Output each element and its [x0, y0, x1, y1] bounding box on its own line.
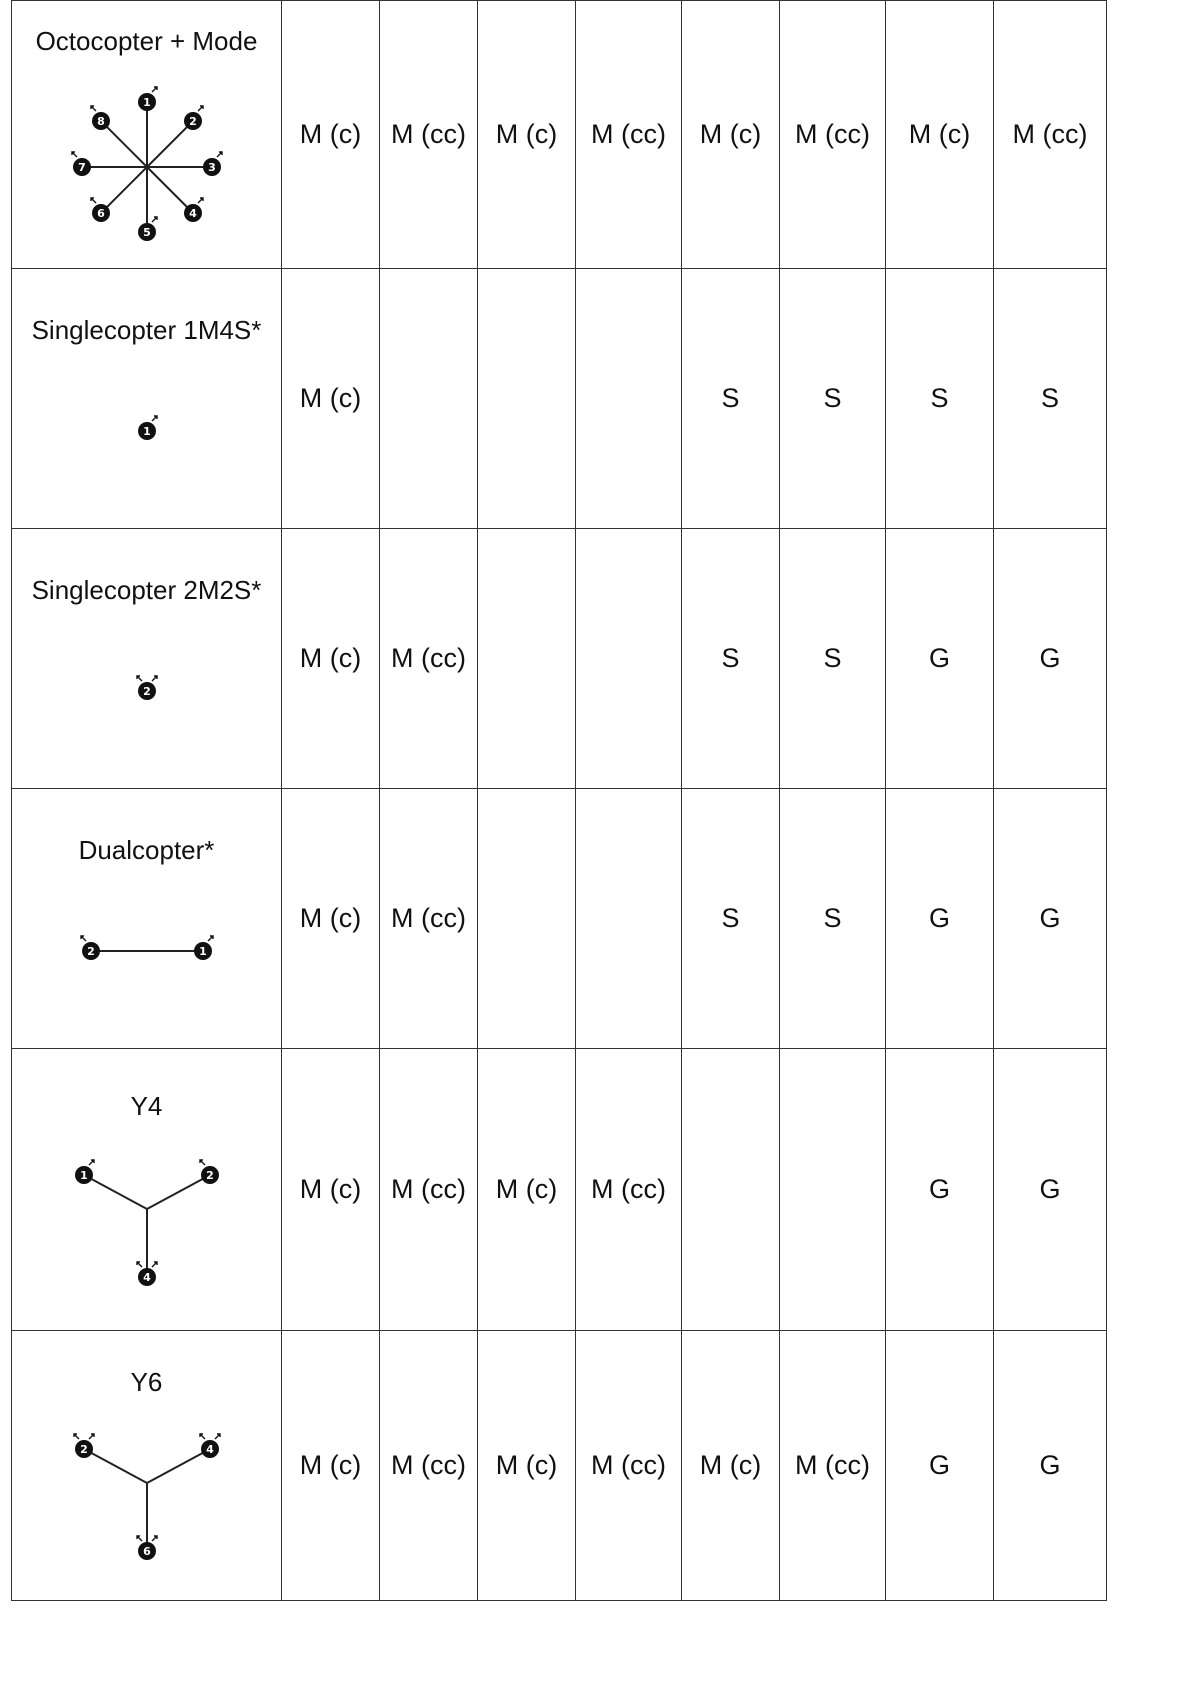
- singlecopter-1m4s-diagram-icon: 1: [137, 414, 158, 440]
- channel-cell: M (c): [281, 1048, 380, 1331]
- channel-cell: M (c): [281, 788, 380, 1049]
- svg-text:5: 5: [143, 226, 151, 239]
- channel-cell: G: [993, 788, 1107, 1049]
- svg-text:2: 2: [87, 945, 95, 958]
- svg-text:3: 3: [208, 161, 216, 174]
- frame-name: Singlecopter 2M2S*: [31, 574, 262, 605]
- svg-text:2: 2: [143, 685, 151, 698]
- channel-cell: S: [993, 268, 1107, 529]
- frame-name: Y6: [130, 1366, 163, 1397]
- frame-cell: Singlecopter 2M2S* 2: [11, 528, 282, 789]
- channel-cell: M (c): [281, 1330, 380, 1601]
- channel-cell: M (c): [281, 528, 380, 789]
- channel-cell: M (c): [477, 0, 576, 269]
- channel-cell: M (cc): [779, 0, 886, 269]
- channel-cell: G: [993, 528, 1107, 789]
- channel-cell: S: [885, 268, 994, 529]
- frame-name: Octocopter + Mode: [35, 25, 258, 56]
- channel-cell: S: [779, 528, 886, 789]
- channel-cell: S: [779, 788, 886, 1049]
- channel-cell: M (cc): [379, 528, 478, 789]
- channel-cell: M (cc): [379, 788, 478, 1049]
- svg-text:6: 6: [97, 207, 105, 220]
- channel-cell: M (cc): [993, 0, 1107, 269]
- channel-cell: [477, 268, 576, 529]
- channel-cell: S: [779, 268, 886, 529]
- svg-text:1: 1: [80, 1169, 88, 1182]
- channel-cell: M (c): [477, 1330, 576, 1601]
- svg-text:2: 2: [80, 1443, 88, 1456]
- channel-cell: S: [681, 788, 780, 1049]
- channel-cell: M (cc): [575, 1048, 682, 1331]
- channel-cell: [477, 788, 576, 1049]
- frame-cell: Y6 2 4 6: [11, 1330, 282, 1601]
- channel-cell: G: [885, 528, 994, 789]
- frame-cell: Y4 1 2 4: [11, 1048, 282, 1331]
- svg-text:2: 2: [189, 115, 197, 128]
- channel-cell: G: [885, 1330, 994, 1601]
- singlecopter-2m2s-diagram-icon: 2: [135, 674, 158, 700]
- channel-cell: [575, 268, 682, 529]
- channel-cell: [379, 268, 478, 529]
- svg-text:1: 1: [143, 96, 151, 109]
- channel-cell: [575, 788, 682, 1049]
- table-row: Dualcopter* 2 1 M (c) M (cc) S S: [11, 788, 1107, 1049]
- channel-cell: M (c): [281, 0, 380, 269]
- svg-text:6: 6: [143, 1545, 151, 1558]
- y6-diagram-icon: 2 4 6: [72, 1432, 221, 1560]
- channel-cell: G: [993, 1048, 1107, 1331]
- channel-cell: M (cc): [575, 0, 682, 269]
- channel-cell: S: [681, 528, 780, 789]
- svg-text:8: 8: [97, 115, 105, 128]
- frame-cell: Dualcopter* 2 1: [11, 788, 282, 1049]
- mixer-table: Octocopter + Mode 1 2: [11, 0, 1107, 1601]
- frame-name: Y4: [130, 1090, 163, 1121]
- svg-text:4: 4: [189, 207, 197, 220]
- channel-cell: [779, 1048, 886, 1331]
- table-row: Octocopter + Mode 1 2: [11, 0, 1107, 269]
- table-row: Singlecopter 2M2S* 2 M (c) M (cc) S S G …: [11, 528, 1107, 789]
- channel-cell: M (c): [885, 0, 994, 269]
- table-row: Singlecopter 1M4S* 1 M (c) S S S S: [11, 268, 1107, 529]
- svg-text:1: 1: [143, 425, 151, 438]
- frame-cell: Octocopter + Mode 1 2: [11, 0, 282, 269]
- channel-cell: [575, 528, 682, 789]
- svg-text:7: 7: [78, 161, 86, 174]
- dualcopter-diagram-icon: 2 1: [79, 934, 214, 960]
- svg-text:1: 1: [199, 945, 207, 958]
- channel-cell: M (cc): [379, 1048, 478, 1331]
- channel-cell: M (cc): [779, 1330, 886, 1601]
- svg-text:2: 2: [206, 1169, 214, 1182]
- channel-cell: S: [681, 268, 780, 529]
- channel-cell: M (cc): [575, 1330, 682, 1601]
- svg-text:4: 4: [143, 1271, 151, 1284]
- channel-cell: G: [993, 1330, 1107, 1601]
- channel-cell: M (cc): [379, 0, 478, 269]
- octocopter-plus-diagram-icon: 1 2 3 4 5 6 7 8: [70, 85, 223, 241]
- svg-text:4: 4: [206, 1443, 214, 1456]
- y4-diagram-icon: 1 2 4: [74, 1158, 219, 1286]
- frame-name: Dualcopter*: [78, 834, 215, 865]
- channel-cell: M (cc): [379, 1330, 478, 1601]
- channel-cell: G: [885, 788, 994, 1049]
- channel-cell: [477, 528, 576, 789]
- frame-name: Singlecopter 1M4S*: [31, 314, 262, 345]
- table-row: Y4 1 2 4: [11, 1048, 1107, 1331]
- channel-cell: M (c): [681, 0, 780, 269]
- channel-cell: [681, 1048, 780, 1331]
- channel-cell: M (c): [281, 268, 380, 529]
- channel-cell: G: [885, 1048, 994, 1331]
- frame-cell: Singlecopter 1M4S* 1: [11, 268, 282, 529]
- channel-cell: M (c): [477, 1048, 576, 1331]
- table-row: Y6 2 4 6: [11, 1330, 1107, 1601]
- channel-cell: M (c): [681, 1330, 780, 1601]
